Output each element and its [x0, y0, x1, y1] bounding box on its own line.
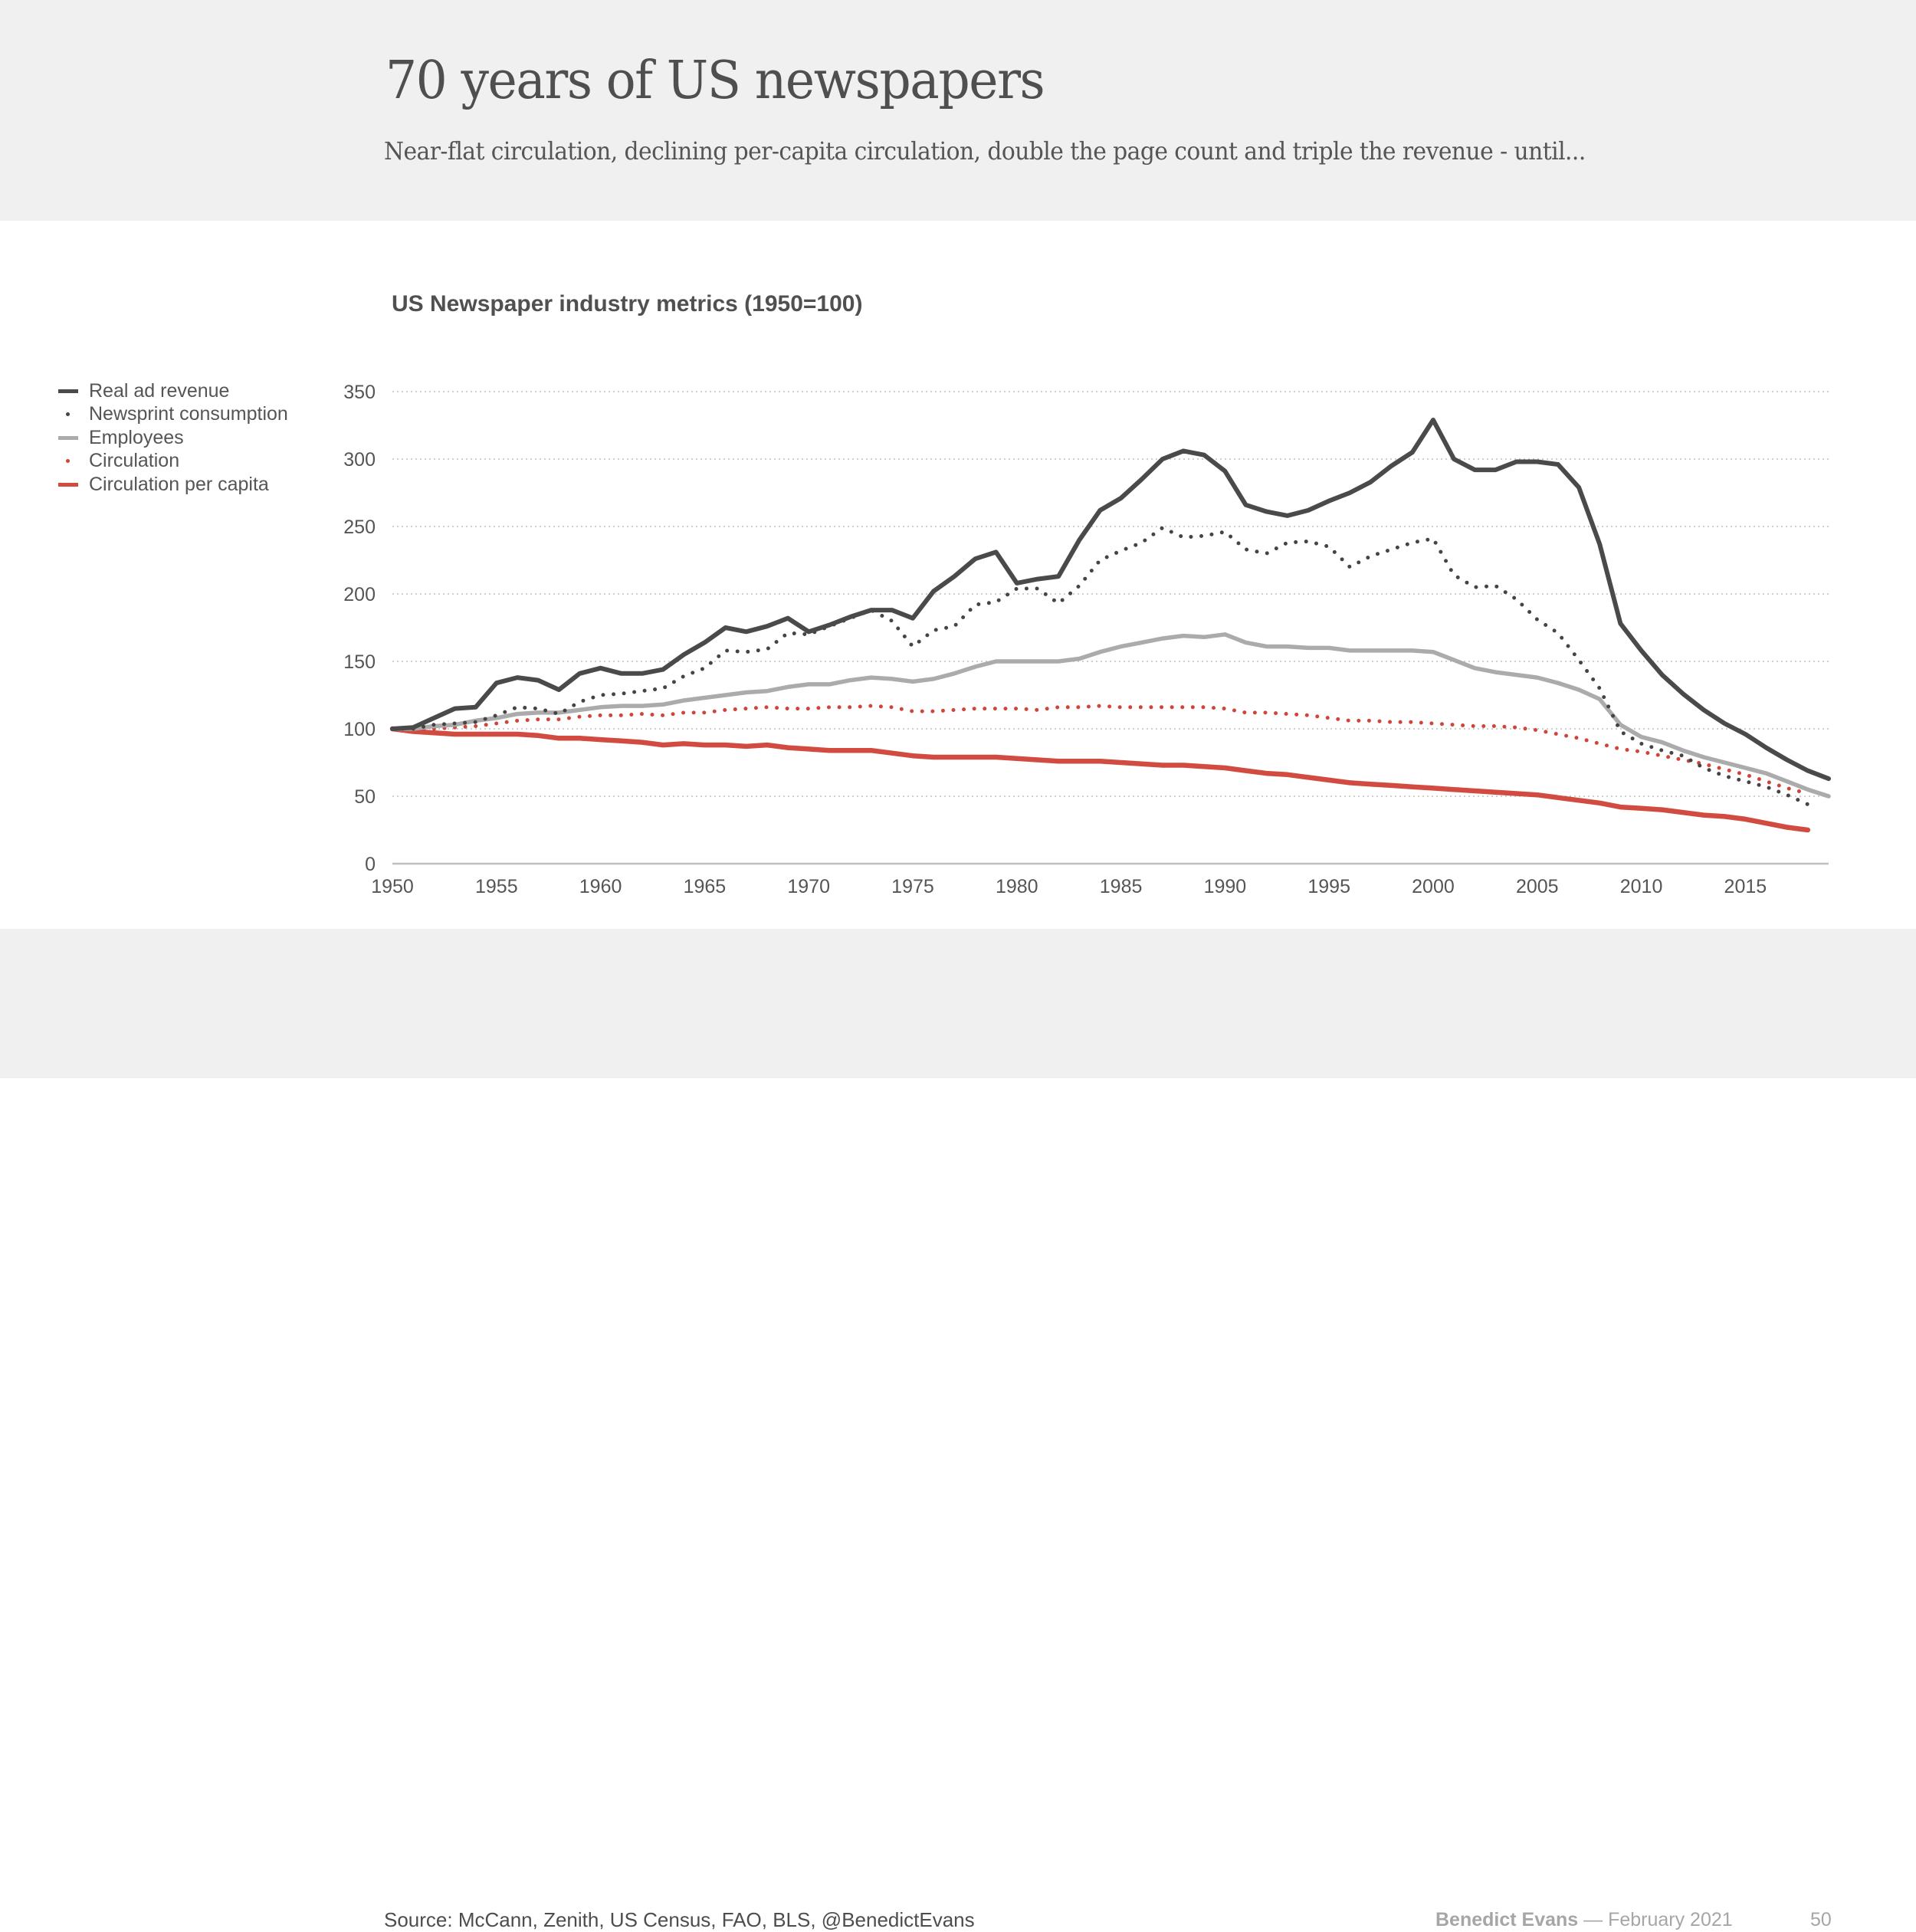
x-tick-label: 1990: [1204, 876, 1247, 897]
slide-subtitle: Near-flat circulation, declining per-cap…: [384, 136, 1586, 166]
legend-item-circulation: Circulation: [58, 450, 288, 474]
legend-swatch-solid-line: [58, 477, 78, 492]
legend-item-circulation-per-capita: Circulation per capita: [58, 473, 288, 497]
x-tick-label: 2005: [1516, 876, 1559, 897]
legend-swatch-dot: [58, 407, 78, 422]
legend-item-employees: Employees: [58, 426, 288, 450]
legend-label: Newsprint consumption: [89, 403, 288, 425]
slide-header: 70 years of US newspapers Near-flat circ…: [0, 0, 1916, 221]
x-tick-label: 1975: [891, 876, 934, 897]
y-tick-label: 350: [343, 382, 376, 403]
gridlines: [392, 391, 1829, 797]
legend-swatch-dot: [58, 454, 78, 469]
series-employees: [390, 632, 1831, 799]
page-number: 50: [1810, 1909, 1832, 1930]
legend-label: Real ad revenue: [89, 379, 230, 402]
legend-label: Circulation per capita: [89, 473, 269, 495]
series-circulation: [390, 704, 1810, 795]
x-tick-label: 1950: [371, 876, 414, 897]
legend-swatch-solid-line: [58, 430, 78, 445]
series-circulation-per-capita: [389, 726, 1811, 833]
x-tick-label: 1995: [1307, 876, 1350, 897]
source-note: Source: McCann, Zenith, US Census, FAO, …: [384, 1908, 975, 1931]
slide-title: 70 years of US newspapers: [385, 51, 1045, 111]
x-tick-label: 2015: [1724, 876, 1767, 897]
legend-item-real-ad-revenue: Real ad revenue: [58, 379, 288, 403]
series-lines: [389, 418, 1831, 833]
axes: 0 50 100 150 200 250 300 350 1950 1955 1960 1965 197…: [343, 382, 1829, 897]
line-chart: 0 50 100 150 200 250 300 350 1950 1955 1960 1965 197…: [343, 382, 1831, 897]
chart-title: US Newspaper industry metrics (1950=100): [392, 291, 863, 317]
x-tick-label: 2010: [1620, 876, 1663, 897]
y-tick-label: 50: [354, 786, 376, 808]
y-tick-label: 0: [365, 854, 376, 875]
date-label: — February 2021: [1578, 1909, 1733, 1930]
slide-footer: Source: McCann, Zenith, US Census, FAO, …: [0, 929, 1916, 1931]
x-tick-label: 1980: [996, 876, 1038, 897]
legend-label: Circulation: [89, 450, 180, 472]
credit: Benedict Evans — February 2021: [1435, 1909, 1733, 1931]
series-real-ad-revenue: [390, 418, 1831, 782]
legend-swatch-solid-line: [58, 383, 78, 399]
y-tick-label: 100: [343, 719, 376, 740]
y-tick-label: 250: [343, 517, 376, 538]
x-tick-label: 1960: [579, 876, 622, 897]
x-tick-label: 1955: [475, 876, 518, 897]
legend-item-newsprint-consumption: Newsprint consumption: [58, 403, 288, 427]
chart-legend: Real ad revenue Newsprint consumption Em…: [58, 379, 288, 497]
x-tick-label: 1985: [1100, 876, 1143, 897]
x-tick-label: 1970: [787, 876, 830, 897]
legend-label: Employees: [89, 426, 184, 448]
y-tick-label: 200: [343, 584, 376, 605]
y-tick-label: 300: [343, 449, 376, 471]
x-tick-label: 1965: [684, 876, 727, 897]
x-tick-label: 2000: [1412, 876, 1455, 897]
y-tick-label: 150: [343, 651, 376, 673]
author-name: Benedict Evans: [1435, 1909, 1579, 1930]
